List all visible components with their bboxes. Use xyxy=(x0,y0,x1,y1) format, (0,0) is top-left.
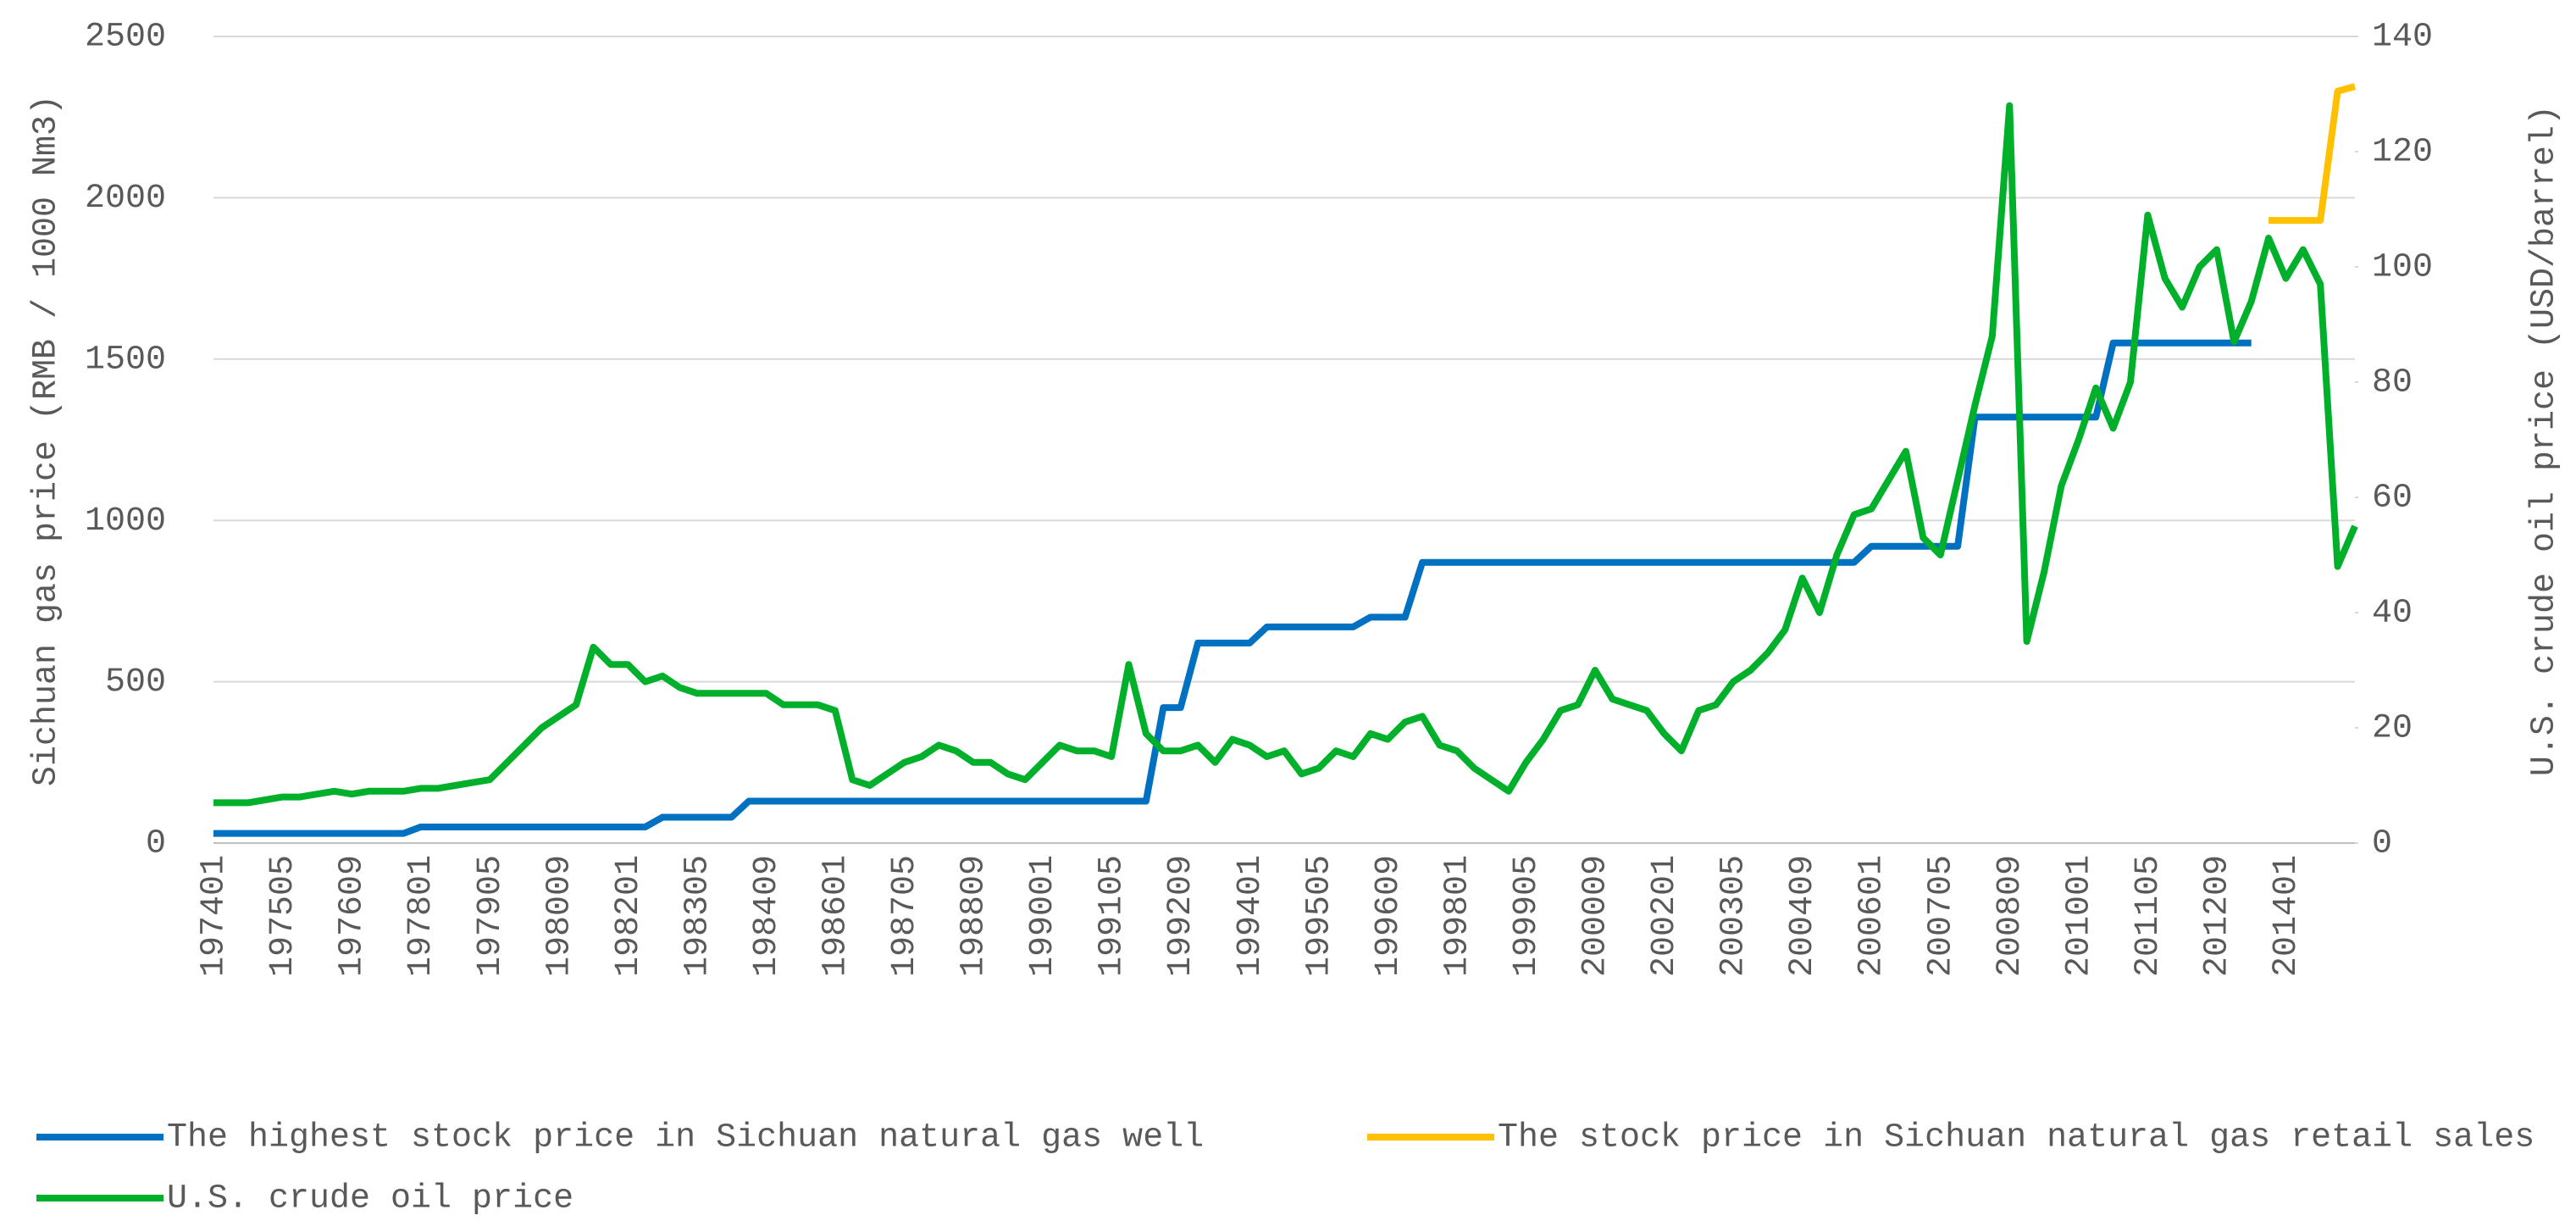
x-tick-label: 199105 xyxy=(1094,855,1132,977)
x-tick-label: 198009 xyxy=(540,855,579,977)
x-tick-label: 201001 xyxy=(2060,855,2098,977)
data-line xyxy=(213,339,2252,837)
y2-axis-title: U.S. crude oil price (USD/barrel) xyxy=(2526,105,2564,776)
data-line xyxy=(213,102,2358,807)
x-tick-label: 200201 xyxy=(1646,855,1684,977)
data-line xyxy=(2269,83,2357,225)
x-tick-label: 200705 xyxy=(1922,855,1960,977)
x-tick-label: 199209 xyxy=(1162,855,1200,977)
y2-tick-label: 120 xyxy=(2372,134,2433,172)
x-tick-label: 198409 xyxy=(748,855,786,977)
y-axis-title: Sichuan gas price (RMB / 1000 Nm3) xyxy=(28,95,66,786)
x-tick-label: 199905 xyxy=(1508,855,1546,977)
x-tick-label: 197905 xyxy=(472,855,510,977)
x-tick-label: 200009 xyxy=(1577,855,1615,977)
x-tick-label: 199801 xyxy=(1438,855,1476,977)
y2-tick-label: 80 xyxy=(2372,364,2413,402)
y-tick-label: 2500 xyxy=(85,19,166,57)
legend-label: The highest stock price in Sichuan natur… xyxy=(167,1119,1204,1157)
x-tick-label: 197505 xyxy=(264,855,302,977)
y-tick-label: 1500 xyxy=(85,341,166,379)
y-tick-label: 0 xyxy=(146,825,166,863)
x-tick-label: 200409 xyxy=(1784,855,1822,977)
x-tick-label: 198201 xyxy=(610,855,648,977)
legend-label: The stock price in Sichuan natural gas r… xyxy=(1498,1119,2534,1157)
y2-tick-label: 60 xyxy=(2372,480,2413,518)
x-tick-label: 201401 xyxy=(2268,855,2306,977)
x-tick-label: 198809 xyxy=(956,855,994,977)
y-tick-label: 2000 xyxy=(85,180,166,218)
y-tick-label: 500 xyxy=(105,663,166,702)
x-tick-label: 199609 xyxy=(1370,855,1408,977)
y2-tick-label: 40 xyxy=(2372,595,2413,633)
x-tick-label: 199401 xyxy=(1232,855,1270,977)
x-tick-label: 197609 xyxy=(334,855,372,977)
x-tick-label: 198305 xyxy=(679,855,717,977)
x-tick-label: 200305 xyxy=(1715,855,1753,977)
y2-tick-label: 0 xyxy=(2372,825,2392,863)
legend-label: U.S. crude oil price xyxy=(167,1180,573,1218)
x-tick-label: 198601 xyxy=(817,855,855,977)
x-tick-label: 201105 xyxy=(2130,855,2168,977)
x-tick-label: 201209 xyxy=(2198,855,2236,977)
x-tick-label: 199001 xyxy=(1024,855,1062,977)
y-tick-label: 1000 xyxy=(85,502,166,541)
x-tick-label: 199505 xyxy=(1300,855,1338,977)
y2-tick-label: 140 xyxy=(2372,19,2433,57)
x-tick-label: 198705 xyxy=(886,855,924,977)
y2-tick-label: 20 xyxy=(2372,710,2413,748)
x-tick-label: 200809 xyxy=(1992,855,2030,977)
y2-tick-label: 100 xyxy=(2372,249,2433,287)
x-tick-label: 200601 xyxy=(1853,855,1892,977)
x-tick-label: 197801 xyxy=(402,855,440,977)
x-tick-label: 197401 xyxy=(196,855,234,977)
